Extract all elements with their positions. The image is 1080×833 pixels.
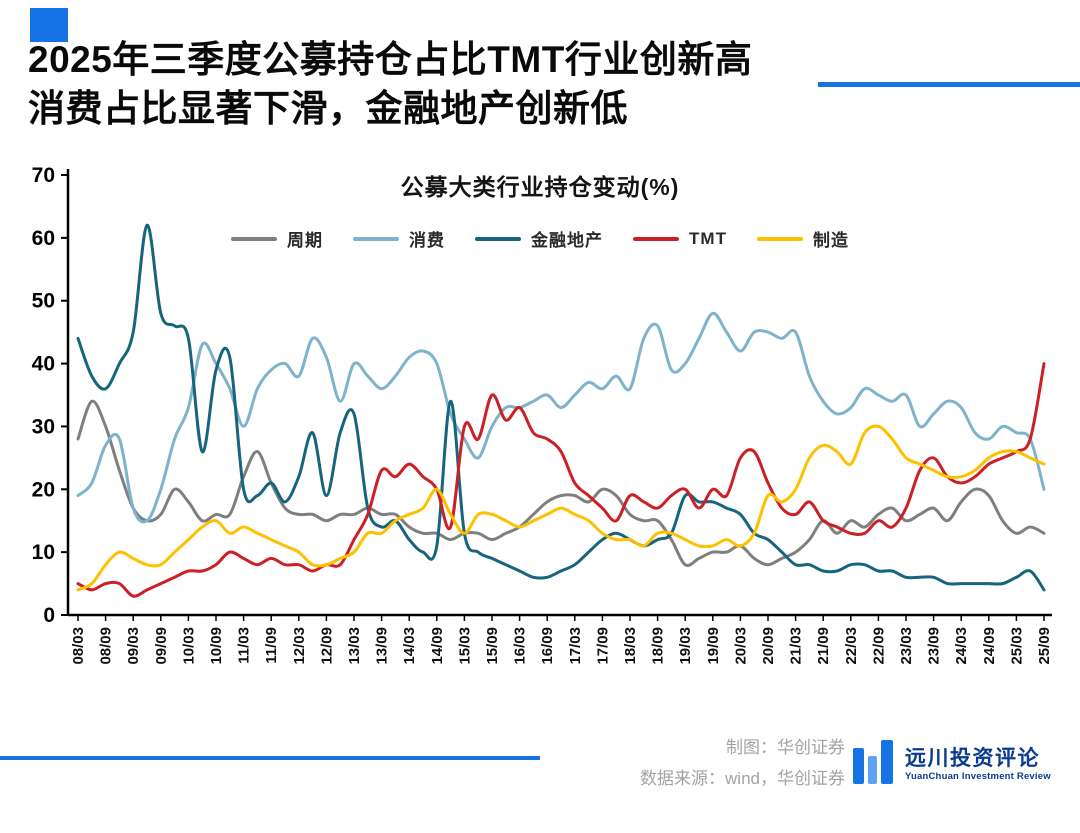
svg-text:15/09: 15/09: [484, 627, 501, 665]
series-line-manufacturing: [76, 424, 1046, 592]
legend-swatch-financial: [475, 236, 522, 241]
svg-text:10/03: 10/03: [180, 627, 197, 665]
svg-text:08/03: 08/03: [70, 627, 87, 665]
svg-text:24/03: 24/03: [953, 627, 970, 665]
svg-text:10/09: 10/09: [208, 627, 225, 665]
legend-label-manufacturing: 制造: [812, 231, 849, 250]
credits: 制图：华创证券 数据来源：wind，华创证券: [500, 732, 845, 795]
legend-label-financial: 金融地产: [531, 231, 604, 250]
svg-text:0: 0: [43, 604, 55, 627]
svg-text:17/09: 17/09: [594, 627, 611, 665]
legend-label-consumer: 消费: [409, 231, 446, 250]
series-line-tmt: [76, 362, 1046, 598]
credit-source: 数据来源：wind，华创证券: [640, 769, 845, 789]
credit-maker: 制图：华创证券: [726, 738, 845, 757]
legend-item-tmt: TMT: [633, 229, 727, 249]
page-title: 2025年三季度公募持仓占比TMT行业创新高 消费占比显著下滑，金融地产创新低: [28, 36, 848, 134]
legend-swatch-tmt: [633, 236, 680, 241]
svg-text:23/03: 23/03: [898, 627, 915, 665]
page-title-line1: 2025年三季度公募持仓占比TMT行业创新高: [28, 39, 753, 80]
svg-text:12/09: 12/09: [318, 627, 335, 665]
svg-text:11/03: 11/03: [236, 627, 253, 664]
svg-text:70: 70: [32, 164, 55, 187]
legend-item-consumer: 消费: [353, 226, 445, 251]
svg-text:10: 10: [32, 541, 55, 564]
svg-text:08/09: 08/09: [98, 627, 115, 665]
svg-text:20/03: 20/03: [732, 627, 749, 665]
svg-text:16/09: 16/09: [539, 627, 556, 665]
chart-title: 公募大类行业持仓变动(%): [400, 174, 680, 200]
svg-text:14/09: 14/09: [429, 627, 446, 665]
series-line-cycle: [76, 399, 1046, 567]
chart-legend: 周期 消费 金融地产 TMT 制造: [22, 226, 1058, 251]
svg-text:25/09: 25/09: [1036, 627, 1053, 665]
legend-swatch-cycle: [231, 236, 278, 241]
accent-square: [30, 8, 68, 42]
svg-text:22/03: 22/03: [843, 627, 860, 665]
svg-text:18/03: 18/03: [622, 627, 639, 665]
svg-text:21/09: 21/09: [815, 627, 832, 665]
svg-text:09/09: 09/09: [153, 627, 170, 665]
svg-text:16/03: 16/03: [512, 627, 529, 665]
series-line-consumer: [76, 311, 1046, 524]
svg-text:24/09: 24/09: [981, 627, 998, 665]
svg-text:30: 30: [32, 415, 55, 438]
legend-label-tmt: TMT: [689, 228, 727, 248]
legend-item-cycle: 周期: [231, 226, 323, 251]
chart-canvas: 0 10 20 30 40 50 60 70 08/03 08/09 09/03 09/09 10/03…: [32, 164, 1053, 665]
svg-text:60: 60: [32, 227, 55, 250]
svg-text:17/03: 17/03: [567, 627, 584, 665]
svg-text:50: 50: [32, 290, 55, 313]
brand-logo-icon: [853, 740, 893, 784]
svg-text:09/03: 09/03: [125, 627, 142, 665]
svg-text:19/03: 19/03: [677, 627, 694, 665]
svg-text:12/03: 12/03: [291, 627, 308, 665]
brand-subtitle: YuanChuan Investment Review: [905, 771, 1051, 783]
svg-text:18/09: 18/09: [650, 627, 667, 665]
svg-text:19/09: 19/09: [705, 627, 722, 665]
svg-text:14/03: 14/03: [401, 627, 418, 665]
svg-text:23/09: 23/09: [926, 627, 943, 665]
svg-text:13/03: 13/03: [346, 627, 363, 665]
legend-swatch-consumer: [353, 236, 400, 241]
svg-text:22/09: 22/09: [870, 627, 887, 665]
svg-text:21/03: 21/03: [788, 627, 805, 665]
legend-item-financial: 金融地产: [475, 226, 603, 251]
svg-text:25/03: 25/03: [1008, 627, 1025, 665]
svg-text:20/09: 20/09: [760, 627, 777, 665]
svg-text:13/09: 13/09: [374, 627, 391, 665]
legend-item-manufacturing: 制造: [756, 226, 849, 251]
legend-label-cycle: 周期: [287, 231, 324, 250]
holdings-line-chart: 0 10 20 30 40 50 60 70 08/03 08/09 09/03 09/09 10/03…: [22, 160, 1058, 705]
headline-rule: [818, 82, 1080, 87]
svg-text:40: 40: [32, 353, 55, 376]
svg-text:15/03: 15/03: [456, 627, 473, 665]
page-title-line2: 消费占比显著下滑，金融地产创新低: [28, 87, 628, 129]
legend-swatch-manufacturing: [756, 236, 803, 241]
svg-text:20: 20: [32, 478, 55, 501]
svg-text:11/09: 11/09: [263, 627, 280, 664]
series-line-financial: [76, 223, 1046, 592]
bottom-rule: [0, 756, 540, 760]
brand-logo: 远川投资评论 YuanChuan Investment Review: [852, 738, 1051, 790]
brand-name: 远川投资评论: [905, 746, 1040, 770]
